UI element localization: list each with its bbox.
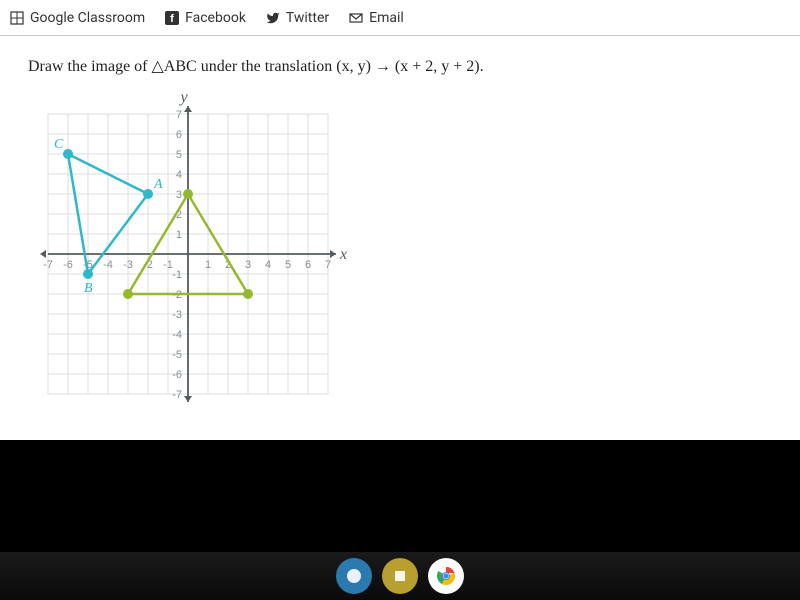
svg-text:1: 1 (176, 229, 182, 241)
share-label: Facebook (185, 10, 246, 26)
share-label: Google Classroom (30, 10, 145, 26)
share-twitter[interactable]: Twitter (266, 10, 329, 26)
svg-text:4: 4 (265, 259, 271, 271)
taskbar-app-2[interactable] (382, 558, 418, 594)
problem-prefix: Draw the image of (28, 58, 152, 75)
svg-text:-5: -5 (172, 349, 182, 361)
svg-text:-6: -6 (172, 369, 182, 381)
triangle-symbol: △ABC (152, 58, 197, 75)
svg-text:-4: -4 (172, 329, 182, 341)
svg-text:6: 6 (305, 259, 311, 271)
taskbar-chrome[interactable] (428, 558, 464, 594)
svg-text:7: 7 (176, 109, 182, 121)
svg-text:5: 5 (176, 149, 182, 161)
svg-text:1: 1 (205, 259, 211, 271)
share-label: Twitter (286, 10, 329, 26)
share-toolbar: Google Classroom f Facebook Twitter Emai… (0, 0, 800, 36)
svg-text:4: 4 (176, 169, 182, 181)
svg-text:-4: -4 (103, 259, 113, 271)
svg-text:y: y (178, 94, 188, 106)
twitter-icon (266, 11, 280, 25)
svg-text:C: C (54, 137, 64, 152)
svg-text:7: 7 (325, 259, 331, 271)
svg-text:B: B (84, 281, 93, 296)
svg-text:-1: -1 (172, 269, 182, 281)
coordinate-graph[interactable]: -7-6-5-4-3-2-11234567-7-6-5-4-3-2-112345… (28, 94, 368, 414)
taskbar-app-1[interactable] (336, 558, 372, 594)
share-google-classroom[interactable]: Google Classroom (10, 10, 145, 26)
svg-text:-3: -3 (172, 309, 182, 321)
email-icon (349, 11, 363, 25)
problem-statement: Draw the image of △ABC under the transla… (28, 56, 772, 76)
browser-window: Google Classroom f Facebook Twitter Emai… (0, 0, 800, 440)
share-email[interactable]: Email (349, 10, 404, 26)
svg-text:-3: -3 (123, 259, 133, 271)
share-facebook[interactable]: f Facebook (165, 10, 246, 26)
os-taskbar (0, 552, 800, 600)
svg-text:5: 5 (285, 259, 291, 271)
svg-text:3: 3 (245, 259, 251, 271)
transform-rule: (x, y) → (x + 2, y + 2) (336, 58, 479, 75)
share-label: Email (369, 10, 404, 26)
svg-text:x: x (339, 246, 347, 263)
svg-text:A: A (153, 177, 163, 192)
svg-text:-7: -7 (172, 389, 182, 401)
problem-suffix: . (480, 58, 484, 75)
svg-text:-6: -6 (63, 259, 73, 271)
svg-text:6: 6 (176, 129, 182, 141)
svg-text:-7: -7 (43, 259, 53, 271)
problem-mid: under the translation (197, 58, 337, 75)
problem-content: Draw the image of △ABC under the transla… (0, 36, 800, 434)
svg-text:f: f (170, 13, 174, 25)
classroom-icon (10, 11, 24, 25)
svg-text:3: 3 (176, 189, 182, 201)
facebook-icon: f (165, 11, 179, 25)
